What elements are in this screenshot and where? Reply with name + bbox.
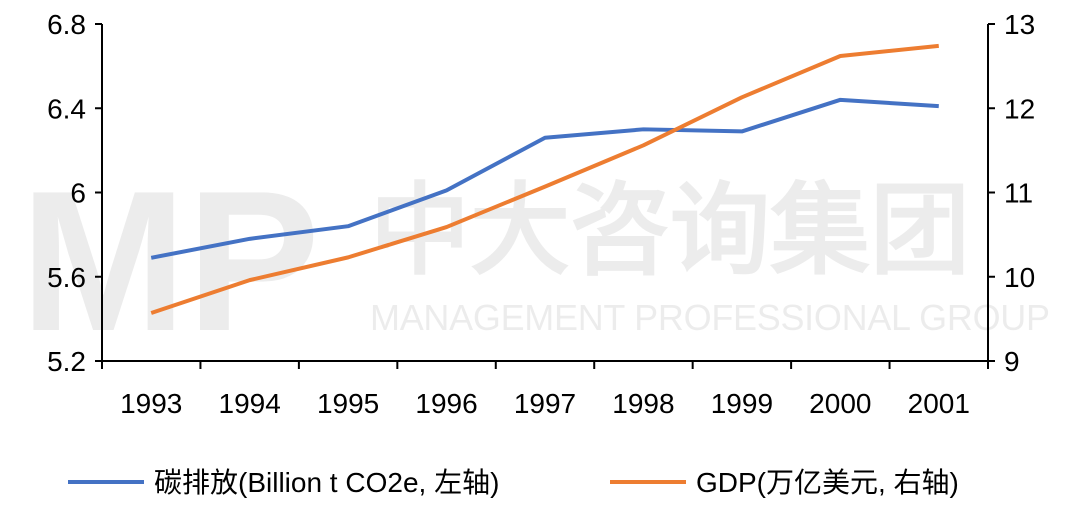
right-tick-label: 11 — [1004, 178, 1033, 209]
legend-label-1: 碳排放(Billion t CO2e, 左轴) — [154, 467, 499, 498]
right-tick-label: 10 — [1004, 262, 1035, 293]
x-tick-label: 1997 — [514, 388, 576, 419]
x-tick-label: 1996 — [415, 388, 477, 419]
right-tick-label: 13 — [1004, 9, 1035, 40]
left-tick-label: 6 — [70, 178, 86, 209]
x-tick-label: 1994 — [219, 388, 281, 419]
left-tick-label: 6.8 — [47, 9, 86, 40]
left-tick-label: 6.4 — [47, 93, 86, 124]
watermark-text-en: MANAGEMENT PROFESSIONAL GROUP — [370, 297, 1050, 338]
x-tick-label: 1999 — [711, 388, 773, 419]
right-tick-label: 12 — [1004, 93, 1035, 124]
left-tick-label: 5.6 — [47, 262, 86, 293]
legend-label-2: GDP(万亿美元, 右轴) — [696, 467, 959, 498]
right-tick-label: 9 — [1004, 346, 1020, 377]
x-tick-label: 2001 — [908, 388, 970, 419]
left-tick-label: 5.2 — [47, 346, 86, 377]
x-tick-label: 2000 — [809, 388, 871, 419]
x-tick-label: 1998 — [612, 388, 674, 419]
watermark-text-cn: 中大咨询集团 — [370, 175, 970, 287]
x-tick-label: 1995 — [317, 388, 379, 419]
watermark: MP 中大咨询集团 MANAGEMENT PROFESSIONAL GROUP — [20, 150, 1050, 373]
legend: 碳排放(Billion t CO2e, 左轴) GDP(万亿美元, 右轴) — [68, 467, 959, 498]
x-tick-label: 1993 — [120, 388, 182, 419]
